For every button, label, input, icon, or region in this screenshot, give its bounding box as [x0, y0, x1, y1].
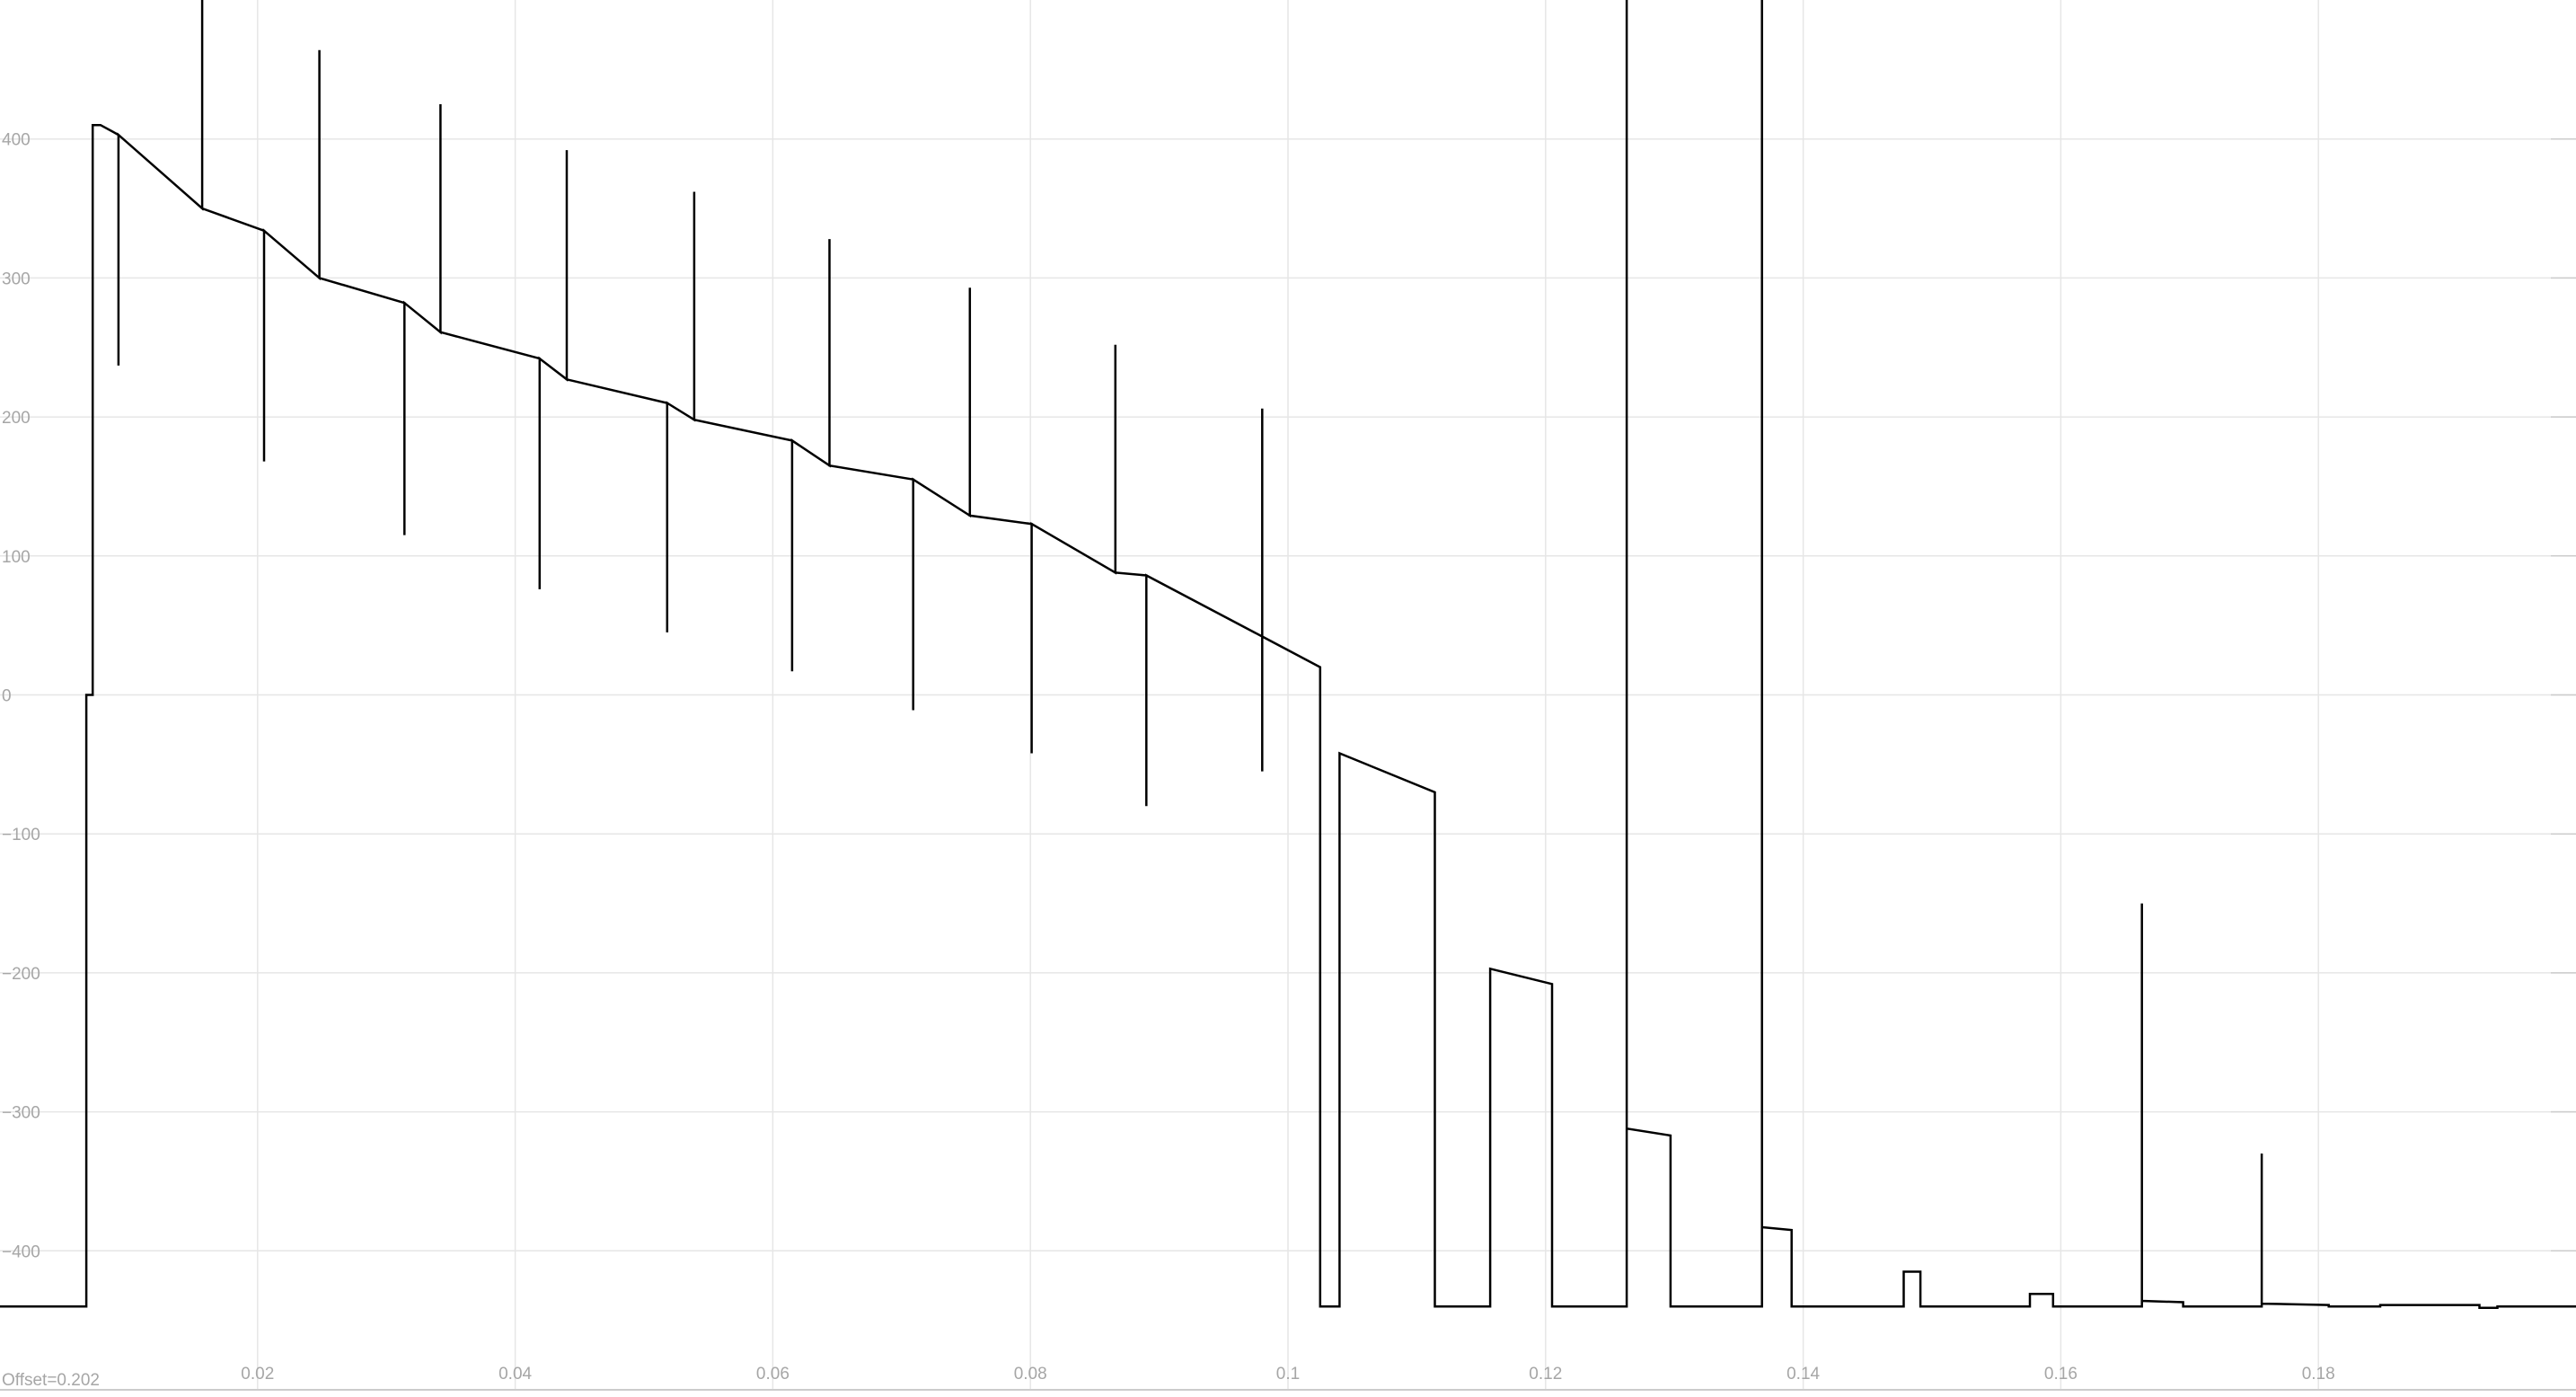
y-tick-label: 100 [2, 548, 31, 567]
x-tick-label: 0.18 [2302, 1365, 2335, 1384]
y-tick-label: −100 [2, 826, 40, 844]
x-tick-label: 0.02 [241, 1365, 274, 1384]
tick-labels: 0.02 0.04 0.06 0.08 0.1 0.12 0.14 0.16 0.18 400 30… [2, 131, 2335, 1384]
y-tick-label: 0 [2, 687, 12, 706]
x-tick-label: 0.12 [1529, 1365, 1562, 1384]
x-tick-label: 0.04 [498, 1365, 532, 1384]
series [0, 0, 2576, 1309]
y-tick-label: 300 [2, 270, 31, 288]
x-tick-label: 0.16 [2044, 1365, 2078, 1384]
offset-label: Offset=0.202 [2, 1371, 100, 1390]
series-line [0, 0, 2576, 1309]
y-tick-label: −300 [2, 1104, 40, 1123]
y-tick-label: −200 [2, 965, 40, 984]
x-tick-label: 0.08 [1014, 1365, 1047, 1384]
axes [0, 137, 2576, 1391]
y-tick-label: −400 [2, 1242, 40, 1261]
y-tick-label: 400 [2, 131, 31, 150]
x-tick-label: 0.06 [756, 1365, 790, 1384]
x-tick-label: 0.14 [1786, 1365, 1820, 1384]
x-tick-label: 0.1 [1276, 1365, 1300, 1384]
y-tick-label: 200 [2, 409, 31, 428]
